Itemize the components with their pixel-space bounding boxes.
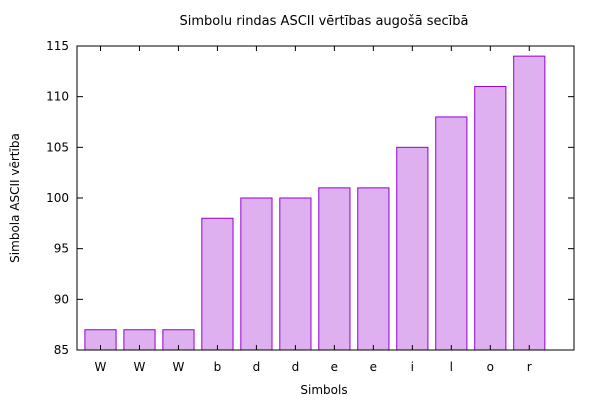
x-tick-label-9: l	[450, 360, 453, 374]
y-tick-label-1: 90	[54, 292, 69, 306]
bar-4	[240, 197, 273, 351]
x-tick-label-8: i	[411, 360, 414, 374]
y-tick-label-4: 105	[46, 140, 69, 154]
y-tick-label-3: 100	[46, 191, 69, 205]
x-axis-label: Simbols	[300, 383, 347, 397]
y-tick-label-5: 110	[46, 90, 69, 104]
y-tick-label-2: 95	[54, 242, 69, 256]
chart-title: Simbolu rindas ASCII vērtības augošā sec…	[180, 14, 469, 29]
y-tick-label-0: 85	[54, 343, 69, 357]
bar-3	[201, 217, 234, 351]
bar-5	[279, 197, 312, 351]
bar-11	[513, 55, 546, 351]
y-tick-label-6: 115	[46, 39, 69, 53]
x-tick-label-6: e	[331, 360, 338, 374]
bar-9	[435, 116, 468, 351]
y-axis: 85 90 95 100 105 110 115	[46, 39, 574, 357]
x-tick-label-0: W	[95, 360, 107, 374]
y-axis-label: Simbola ASCII vērtība	[8, 133, 22, 263]
x-tick-label-5: d	[292, 360, 300, 374]
bar-10	[474, 86, 507, 351]
x-tick-label-10: o	[487, 360, 494, 374]
x-tick-label-4: d	[253, 360, 261, 374]
x-tick-label-3: b	[214, 360, 222, 374]
bar-8	[396, 146, 429, 351]
bar-6	[318, 187, 351, 351]
bars	[84, 55, 546, 351]
x-tick-label-1: W	[134, 360, 146, 374]
bar-7	[357, 187, 390, 351]
x-tick-label-2: W	[173, 360, 185, 374]
x-tick-label-7: e	[370, 360, 377, 374]
x-tick-label-11: r	[527, 360, 532, 374]
